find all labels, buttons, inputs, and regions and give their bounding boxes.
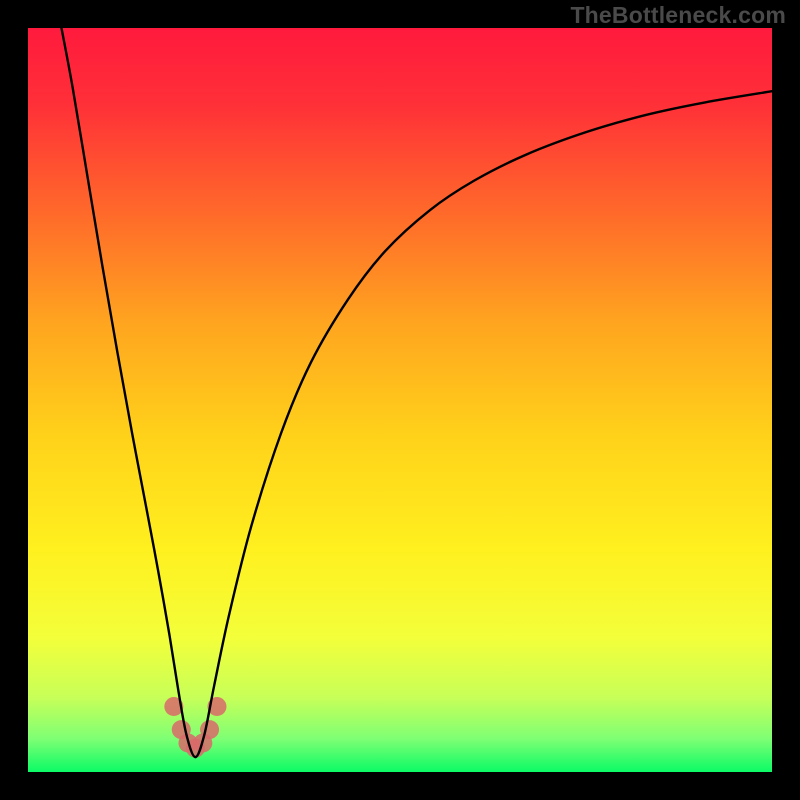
bottleneck-chart (0, 0, 800, 800)
plot-background (28, 28, 772, 772)
watermark-text: TheBottleneck.com (570, 2, 786, 29)
chart-frame: TheBottleneck.com (0, 0, 800, 800)
